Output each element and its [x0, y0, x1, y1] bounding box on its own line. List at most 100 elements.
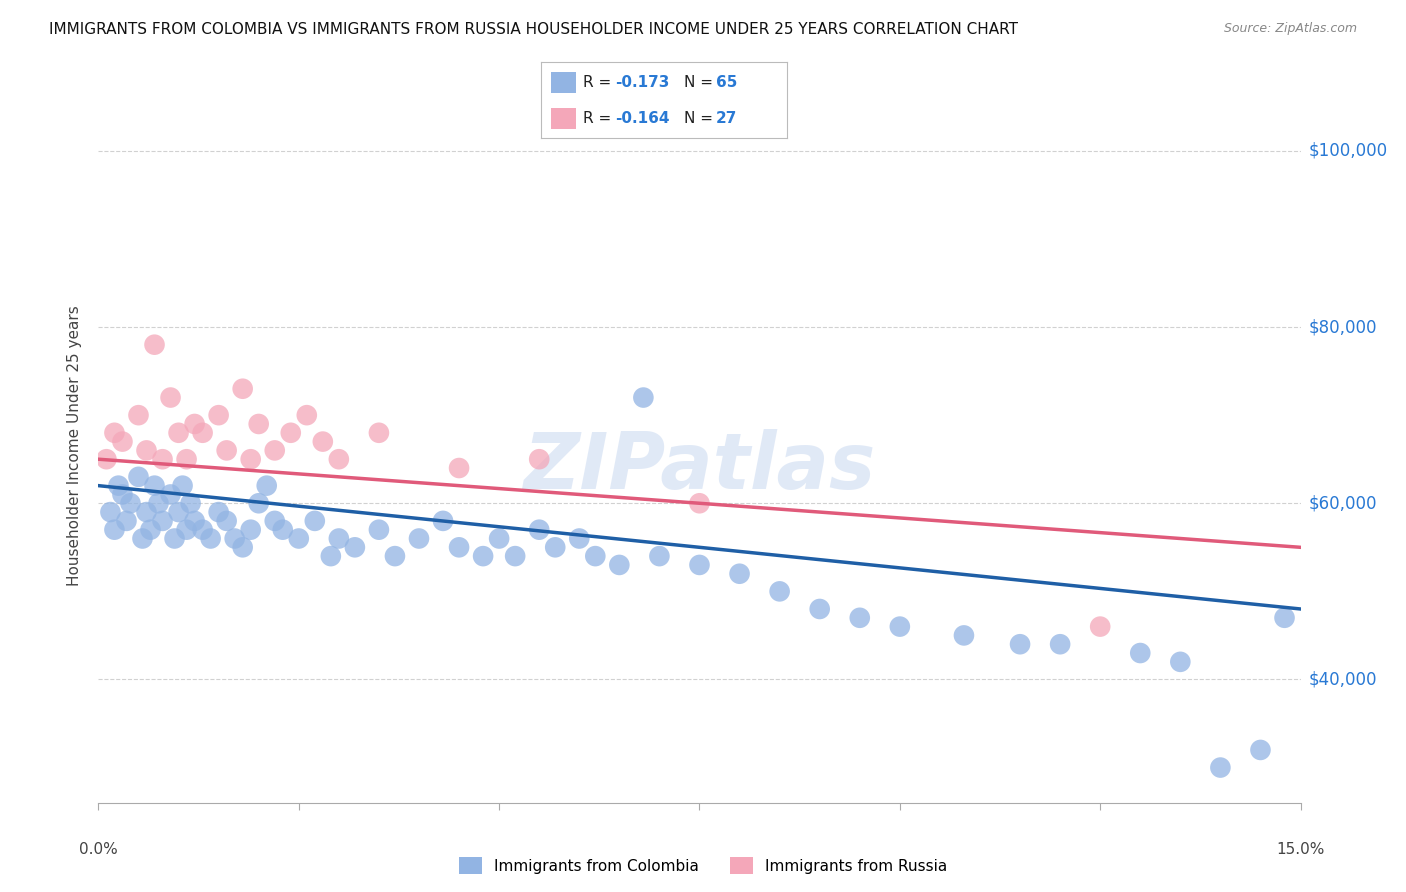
- Text: 0.0%: 0.0%: [79, 842, 118, 857]
- Point: [688, 496, 710, 510]
- Point: [583, 549, 606, 563]
- Text: -0.173: -0.173: [616, 75, 669, 90]
- Point: [447, 461, 470, 475]
- Point: [849, 611, 872, 625]
- Point: [384, 549, 406, 563]
- Point: [215, 443, 238, 458]
- Point: [287, 532, 309, 546]
- Point: [176, 452, 198, 467]
- Point: [503, 549, 526, 563]
- Point: [280, 425, 302, 440]
- Point: [247, 417, 270, 431]
- Point: [167, 425, 190, 440]
- Point: [191, 425, 214, 440]
- Point: [159, 391, 181, 405]
- Point: [1129, 646, 1152, 660]
- Point: [131, 532, 153, 546]
- Point: [633, 391, 655, 405]
- Point: [544, 541, 567, 555]
- Point: [232, 382, 254, 396]
- Point: [263, 514, 285, 528]
- Point: [408, 532, 430, 546]
- Point: [120, 496, 142, 510]
- Text: $40,000: $40,000: [1309, 671, 1378, 689]
- Point: [368, 523, 391, 537]
- Point: [167, 505, 190, 519]
- Point: [529, 523, 551, 537]
- Point: [1008, 637, 1031, 651]
- Point: [180, 496, 202, 510]
- Text: 27: 27: [716, 111, 737, 126]
- Text: $100,000: $100,000: [1309, 142, 1388, 160]
- Point: [183, 514, 205, 528]
- Point: [143, 337, 166, 351]
- Point: [183, 417, 205, 431]
- Point: [529, 452, 551, 467]
- Point: [1209, 760, 1232, 774]
- Point: [688, 558, 710, 572]
- Bar: [551, 108, 576, 129]
- Point: [1274, 611, 1296, 625]
- Point: [163, 532, 186, 546]
- Point: [143, 478, 166, 492]
- Point: [96, 452, 118, 467]
- Text: 65: 65: [716, 75, 737, 90]
- Point: [728, 566, 751, 581]
- Point: [568, 532, 591, 546]
- Point: [100, 505, 122, 519]
- Point: [159, 487, 181, 501]
- Y-axis label: Householder Income Under 25 years: Householder Income Under 25 years: [67, 306, 83, 586]
- Point: [128, 470, 150, 484]
- Text: Source: ZipAtlas.com: Source: ZipAtlas.com: [1223, 22, 1357, 36]
- Point: [200, 532, 222, 546]
- Point: [368, 425, 391, 440]
- Point: [447, 541, 470, 555]
- Point: [768, 584, 790, 599]
- Point: [953, 628, 976, 642]
- Text: N =: N =: [685, 111, 718, 126]
- Point: [176, 523, 198, 537]
- Legend: Immigrants from Colombia, Immigrants from Russia: Immigrants from Colombia, Immigrants fro…: [453, 851, 953, 880]
- Point: [208, 505, 231, 519]
- Point: [232, 541, 254, 555]
- Point: [263, 443, 285, 458]
- Text: $80,000: $80,000: [1309, 318, 1378, 336]
- Point: [1250, 743, 1272, 757]
- Point: [152, 452, 174, 467]
- Point: [343, 541, 366, 555]
- Text: -0.164: -0.164: [616, 111, 669, 126]
- Text: $60,000: $60,000: [1309, 494, 1378, 512]
- Point: [648, 549, 671, 563]
- Point: [172, 478, 194, 492]
- Point: [609, 558, 631, 572]
- Point: [115, 514, 138, 528]
- Point: [295, 408, 318, 422]
- Point: [111, 487, 134, 501]
- Point: [152, 514, 174, 528]
- Point: [135, 505, 157, 519]
- Point: [128, 408, 150, 422]
- Point: [208, 408, 231, 422]
- Point: [107, 478, 129, 492]
- Point: [808, 602, 831, 616]
- Point: [328, 452, 350, 467]
- Point: [488, 532, 510, 546]
- Point: [271, 523, 294, 537]
- Text: IMMIGRANTS FROM COLOMBIA VS IMMIGRANTS FROM RUSSIA HOUSEHOLDER INCOME UNDER 25 Y: IMMIGRANTS FROM COLOMBIA VS IMMIGRANTS F…: [49, 22, 1018, 37]
- Point: [148, 496, 170, 510]
- Point: [472, 549, 495, 563]
- Point: [432, 514, 454, 528]
- Point: [103, 523, 125, 537]
- Point: [111, 434, 134, 449]
- Text: N =: N =: [685, 75, 718, 90]
- Text: R =: R =: [583, 75, 616, 90]
- Text: R =: R =: [583, 111, 616, 126]
- Point: [215, 514, 238, 528]
- Point: [319, 549, 342, 563]
- Bar: [551, 71, 576, 93]
- Point: [139, 523, 162, 537]
- Point: [1049, 637, 1071, 651]
- Point: [191, 523, 214, 537]
- Point: [889, 619, 911, 633]
- Point: [256, 478, 278, 492]
